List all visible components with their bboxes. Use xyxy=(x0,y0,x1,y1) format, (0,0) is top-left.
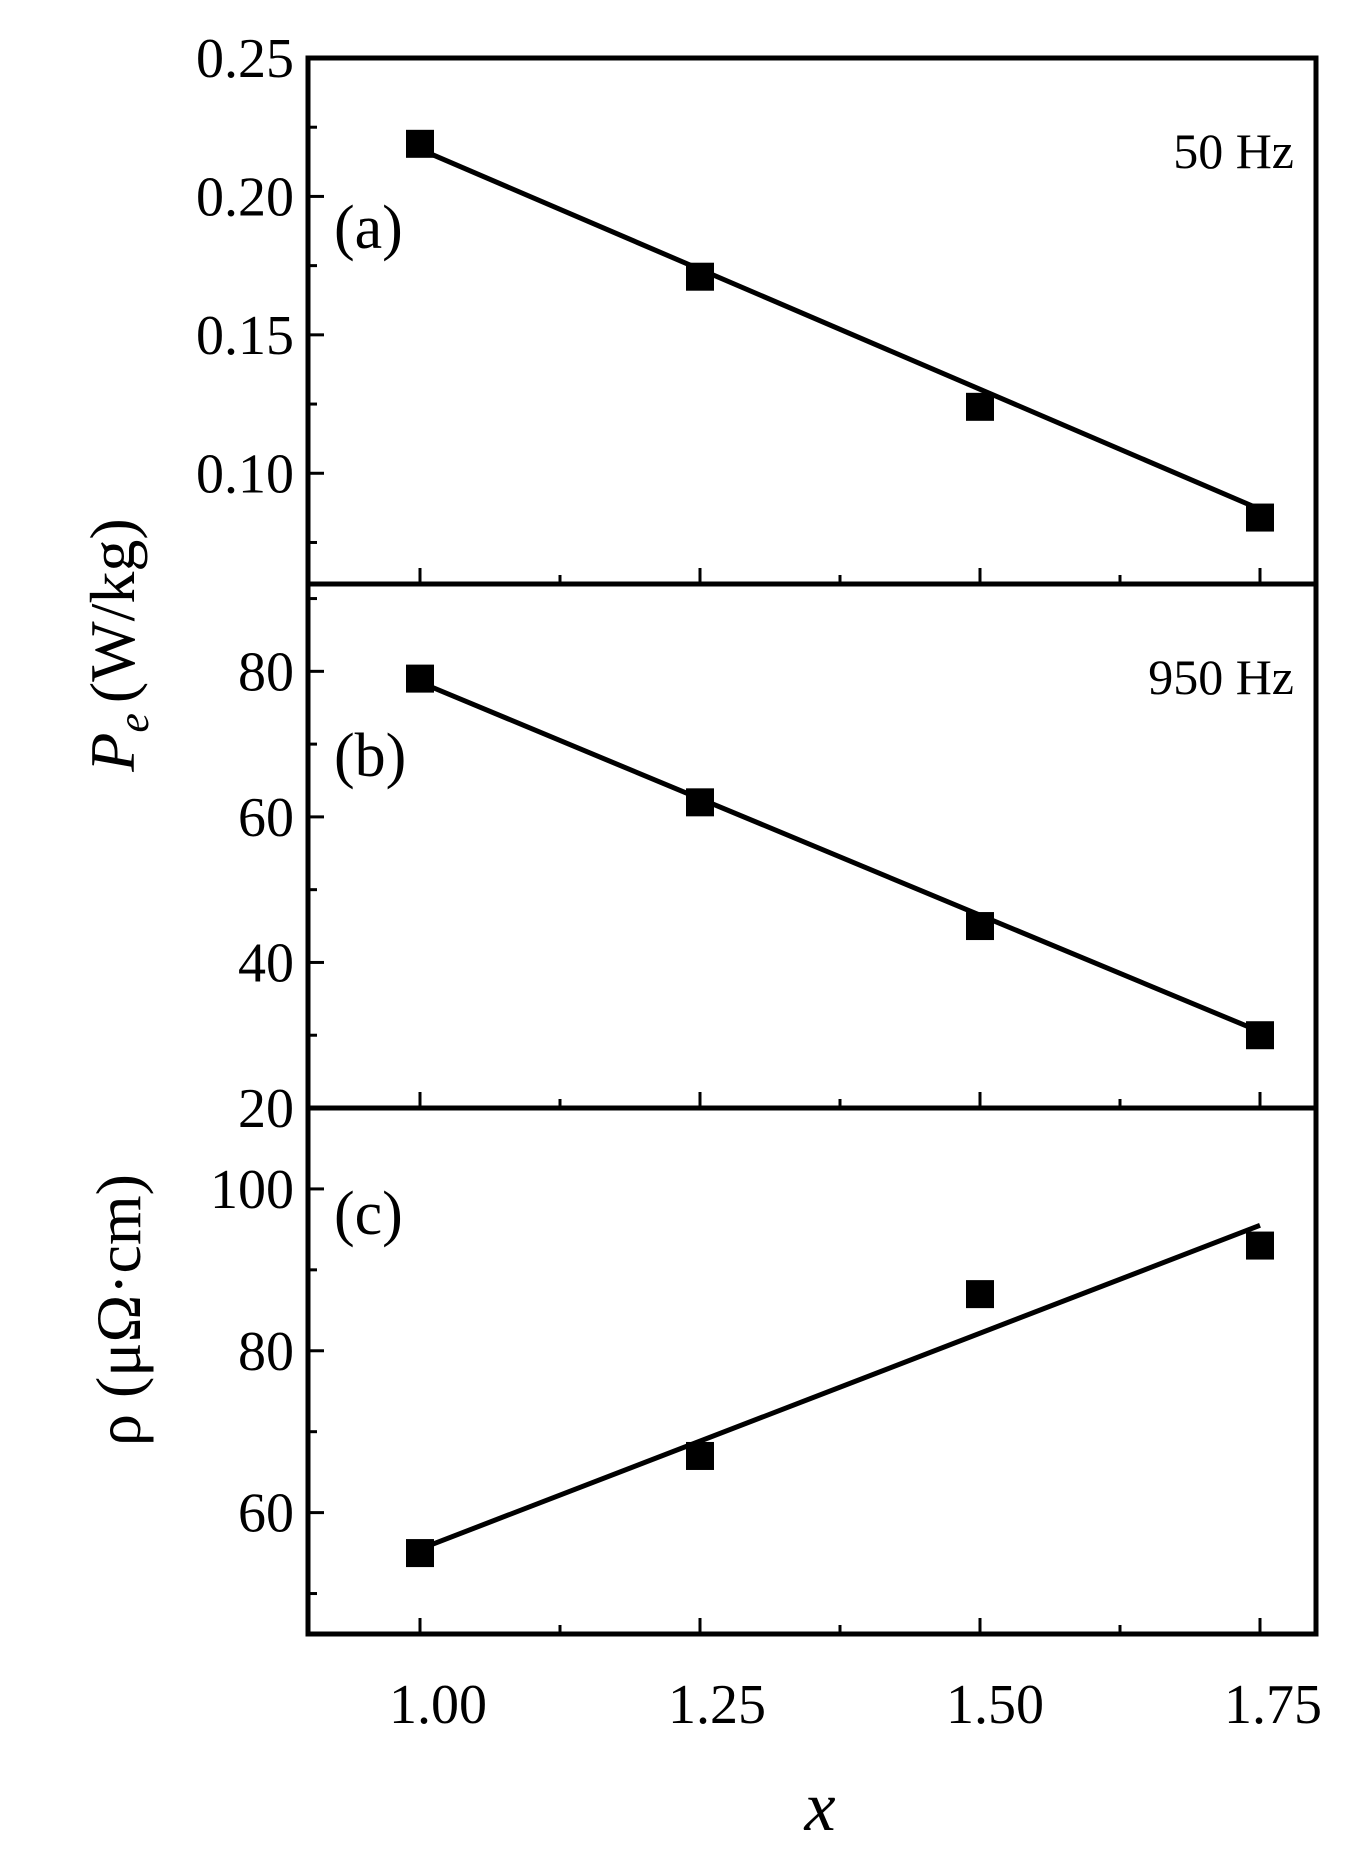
point-a-3 xyxy=(1246,503,1274,532)
frame xyxy=(305,55,1319,1637)
point-a-1 xyxy=(686,262,714,291)
point-c-1 xyxy=(686,1441,714,1470)
annotation-a: 50 Hz xyxy=(1173,123,1294,179)
y-tick-label-b-3: 80 xyxy=(238,641,294,703)
x-tick-labels: 1.00 1.25 1.50 1.75 xyxy=(389,1674,1322,1736)
y-tick-label-a-2: 0.20 xyxy=(196,166,294,228)
y-tick-label-b-1: 40 xyxy=(238,932,294,994)
ylabel-c: ρ (μΩ·cm) xyxy=(83,1174,154,1446)
x-tick-label-2: 1.50 xyxy=(946,1674,1044,1736)
panels: 0.10 0.15 0.20 0.25 (a) 50 Hz 20 40 60 80 (b) 950 H… xyxy=(196,28,1294,1634)
y-tick-label-b-0: 20 xyxy=(238,1078,294,1140)
shared-ylabel: Pe (W/kg) xyxy=(77,518,158,772)
panel-c: 60 80 100 (c) xyxy=(210,1159,1274,1634)
xlabel: x xyxy=(803,1769,835,1846)
point-b-1 xyxy=(686,788,714,817)
y-tick-label-c-0: 60 xyxy=(238,1483,294,1545)
shared-ylabel-unit: (W/kg) xyxy=(77,518,148,703)
point-a-0 xyxy=(406,129,434,158)
y-tick-label-a-1: 0.15 xyxy=(196,305,294,367)
fit-line-c xyxy=(419,1223,1261,1552)
shared-ylabel-sub: e xyxy=(109,713,158,733)
point-b-3 xyxy=(1246,1021,1274,1050)
point-c-2 xyxy=(966,1280,994,1309)
shared-ylabel-main: P xyxy=(77,733,148,773)
y-tick-label-a-3: 0.25 xyxy=(196,28,294,90)
fit-line-b xyxy=(419,679,1261,1034)
y-tick-label-b-2: 60 xyxy=(238,787,294,849)
panel-label-b: (b) xyxy=(334,722,406,790)
point-a-2 xyxy=(966,392,994,421)
point-b-2 xyxy=(966,912,994,941)
x-tick-label-3: 1.75 xyxy=(1224,1674,1322,1736)
point-b-0 xyxy=(406,664,434,693)
y-tick-label-a-0: 0.10 xyxy=(196,443,294,505)
panel-b: 20 40 60 80 (b) 950 Hz xyxy=(238,597,1294,1140)
fit-line-a xyxy=(419,147,1261,512)
point-c-0 xyxy=(406,1539,434,1568)
plot-frame xyxy=(305,55,1319,1637)
panel-a: 0.10 0.15 0.20 0.25 (a) 50 Hz xyxy=(196,28,1294,584)
panel-label-a: (a) xyxy=(334,194,403,262)
y-tick-label-c-1: 80 xyxy=(238,1321,294,1383)
y-tick-label-c-2: 100 xyxy=(210,1159,294,1221)
x-tick-label-1: 1.25 xyxy=(668,1674,766,1736)
point-c-3 xyxy=(1246,1231,1274,1260)
panel-label-c: (c) xyxy=(334,1180,403,1248)
x-tick-label-0: 1.00 xyxy=(389,1674,487,1736)
annotation-b: 950 Hz xyxy=(1148,649,1294,705)
